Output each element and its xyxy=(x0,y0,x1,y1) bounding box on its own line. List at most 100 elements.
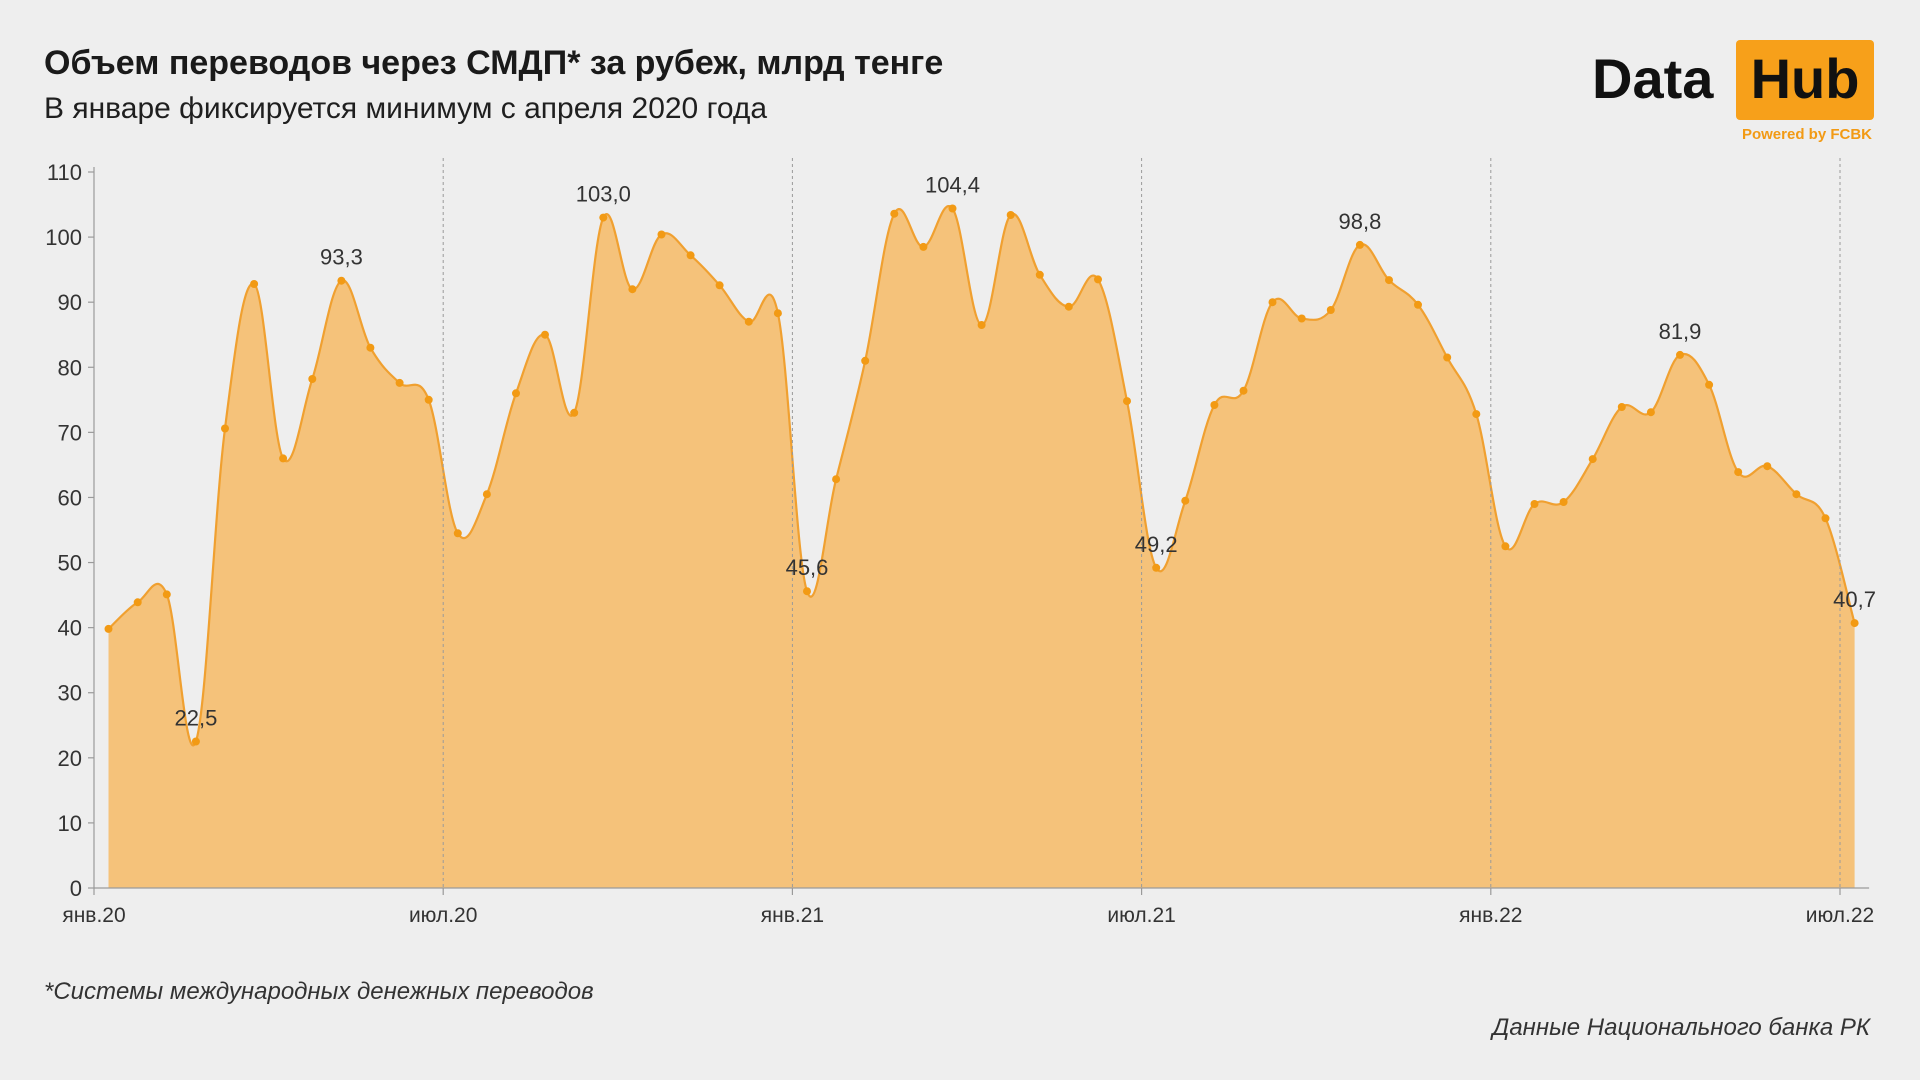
x-tick-label: янв.22 xyxy=(1459,904,1522,927)
data-point xyxy=(133,598,142,607)
logo-hub-badge: Hub xyxy=(1736,40,1874,120)
y-tick-label: 40 xyxy=(58,616,82,641)
data-point xyxy=(424,395,433,404)
data-point xyxy=(919,242,928,251)
data-point xyxy=(366,343,375,352)
data-point xyxy=(1355,240,1364,249)
footnote: *Системы международных денежных переводо… xyxy=(44,978,594,1005)
x-tick-label: июл.22 xyxy=(1806,904,1874,927)
logo-word-hub: Hub xyxy=(1750,47,1860,110)
series-line xyxy=(107,204,1856,747)
data-point xyxy=(221,424,229,433)
y-tick-label: 60 xyxy=(58,485,82,510)
data-point xyxy=(250,280,259,288)
data-point xyxy=(1763,462,1772,471)
data-point xyxy=(1821,514,1830,523)
data-point xyxy=(948,204,957,213)
data-point xyxy=(890,209,899,218)
data-point xyxy=(1181,496,1190,505)
data-point xyxy=(191,737,200,746)
data-point xyxy=(686,251,695,260)
data-point xyxy=(773,309,782,318)
data-point xyxy=(512,389,520,398)
data-point xyxy=(1385,276,1393,285)
data-point xyxy=(308,375,317,383)
data-point xyxy=(1530,500,1539,508)
data-point xyxy=(482,490,491,499)
y-tick-label: 90 xyxy=(58,290,82,315)
x-tick-label: янв.20 xyxy=(62,904,125,927)
data-point xyxy=(1792,490,1801,499)
y-tick-label: 100 xyxy=(45,225,82,250)
data-point xyxy=(1064,302,1073,311)
data-label: 22,5 xyxy=(174,706,217,731)
data-point xyxy=(1676,350,1684,359)
data-point xyxy=(570,408,579,417)
data-point xyxy=(1152,563,1161,572)
data-point xyxy=(977,321,986,329)
chart-title: Объем переводов через СМДП* за рубеж, мл… xyxy=(44,44,944,82)
y-tick-label: 50 xyxy=(58,551,82,576)
data-point xyxy=(599,213,608,222)
data-point xyxy=(1268,298,1277,307)
data-point xyxy=(1239,386,1248,395)
x-tick-label: янв.21 xyxy=(761,904,824,927)
data-point xyxy=(1094,275,1102,284)
data-label: 98,8 xyxy=(1338,209,1381,234)
data-point xyxy=(1123,397,1131,406)
data-point xyxy=(1588,455,1597,464)
data-label: 93,3 xyxy=(320,245,363,270)
data-label: 49,2 xyxy=(1135,532,1178,557)
data-label: 45,6 xyxy=(786,555,829,580)
data-point xyxy=(861,356,870,365)
data-source: Данные Национального банка РК xyxy=(1492,1014,1870,1041)
data-point xyxy=(162,590,171,599)
data-point xyxy=(337,276,346,285)
data-point xyxy=(1297,314,1306,323)
data-label: 40,7 xyxy=(1833,587,1876,612)
data-label: 103,0 xyxy=(576,182,631,207)
data-point xyxy=(1006,211,1015,219)
y-tick-label: 20 xyxy=(58,746,82,771)
data-point xyxy=(1326,306,1335,314)
data-point xyxy=(1035,270,1044,279)
data-point xyxy=(1559,498,1568,506)
data-point xyxy=(1734,468,1743,477)
y-tick-label: 0 xyxy=(70,876,82,901)
data-point xyxy=(803,587,811,596)
datahub-logo: Data Hub Powered by FCBK xyxy=(1590,38,1874,144)
chart-subtitle: В январе фиксируется минимум с апреля 20… xyxy=(44,92,768,125)
data-point xyxy=(715,281,724,290)
data-point xyxy=(1443,353,1452,362)
y-tick-label: 30 xyxy=(58,681,82,706)
y-tick-label: 80 xyxy=(58,355,82,380)
logo-word-data: Data xyxy=(1592,47,1714,110)
data-point xyxy=(1705,380,1714,389)
data-point xyxy=(1210,401,1219,409)
data-point xyxy=(541,330,549,339)
data-point xyxy=(1472,410,1481,419)
area-fill xyxy=(108,206,1855,889)
data-point xyxy=(832,475,841,484)
data-point xyxy=(1646,408,1655,417)
y-tick-label: 10 xyxy=(58,811,82,836)
data-label: 104,4 xyxy=(925,173,980,198)
data-point xyxy=(628,285,637,294)
data-point xyxy=(104,624,113,633)
data-point xyxy=(1617,403,1626,411)
y-tick-label: 110 xyxy=(47,160,82,185)
data-point xyxy=(657,230,666,239)
data-point xyxy=(744,317,753,326)
data-point xyxy=(453,529,462,538)
data-label: 81,9 xyxy=(1659,319,1702,344)
x-tick-label: июл.21 xyxy=(1107,904,1175,927)
data-point xyxy=(395,378,404,387)
data-point xyxy=(1501,542,1510,551)
data-point xyxy=(1414,300,1422,309)
logo-tagline: Powered by FCBK xyxy=(1741,126,1872,143)
x-tick-label: июл.20 xyxy=(409,904,477,927)
data-point xyxy=(279,454,288,463)
y-tick-label: 70 xyxy=(58,420,82,445)
data-point xyxy=(1850,619,1859,628)
